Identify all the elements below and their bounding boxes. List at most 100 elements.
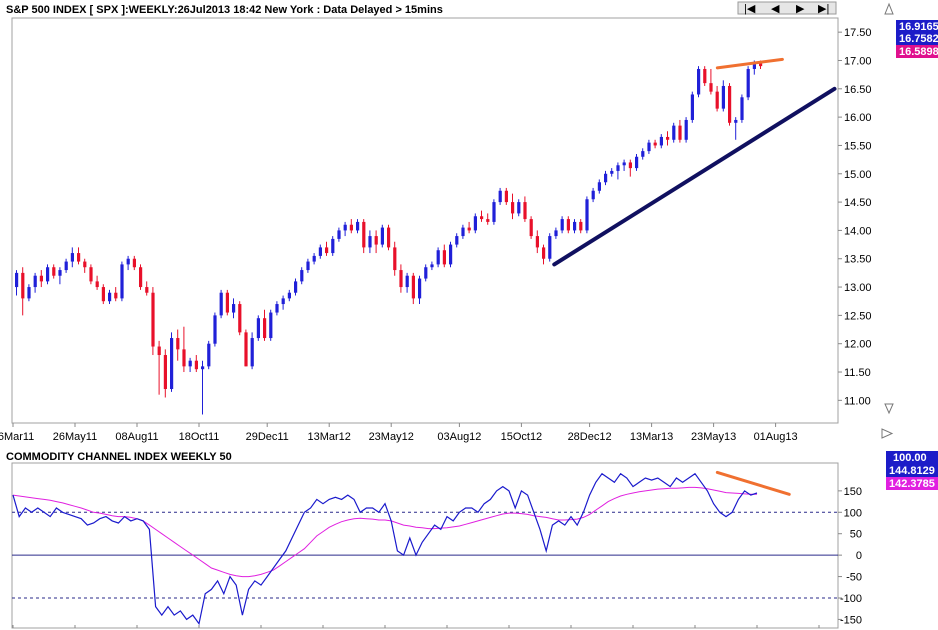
candle (535, 230, 539, 254)
candle (566, 216, 570, 234)
candle (349, 219, 353, 234)
date-tick-label: 01Aug13 (754, 431, 798, 443)
candle (219, 289, 223, 319)
price-tick-label: 13.50 (844, 254, 872, 266)
price-tick-label: 13.00 (844, 282, 872, 294)
first-page-button[interactable]: |◀ (744, 3, 756, 15)
candle (139, 264, 143, 290)
candle (591, 187, 595, 203)
candle (517, 199, 521, 217)
candle (337, 227, 341, 242)
candle (77, 247, 81, 265)
price-tick-label: 14.00 (844, 225, 872, 237)
candle (33, 272, 37, 293)
candle (424, 264, 428, 282)
candle (690, 91, 694, 123)
price-tick-label: 12.00 (844, 339, 872, 351)
cci-title: COMMODITY CHANNEL INDEX WEEKLY 50 (6, 451, 232, 463)
price-x-axis: 16Mar11 26May11 08Aug11 18Oct11 29Dec11 13Mar… (0, 423, 798, 443)
date-tick-label: 16Mar11 (0, 431, 34, 443)
candle (374, 230, 378, 254)
candle (232, 298, 236, 319)
candle (467, 221, 471, 234)
candle (734, 117, 738, 140)
candle (653, 139, 657, 149)
price-tick-label: 16.00 (844, 112, 872, 124)
price-tick-label: 14.50 (844, 197, 872, 209)
candle (461, 224, 465, 239)
price-badges: 16.9165 16.7582 16.5898 (896, 20, 938, 58)
candle (244, 329, 248, 367)
date-tick-label: 28Dec12 (568, 431, 612, 443)
candle (52, 264, 56, 279)
date-tick-label: 23May12 (369, 431, 414, 443)
candle (188, 357, 192, 373)
candle (312, 253, 316, 265)
prev-page-button[interactable]: ◀ (771, 3, 780, 15)
last-page-button[interactable]: ▶| (818, 3, 829, 15)
candle (529, 216, 533, 239)
candle (393, 241, 397, 276)
cci-badge-level: 100.00 (893, 452, 927, 464)
price-tick-label: 11.50 (844, 367, 871, 379)
candle (455, 233, 459, 248)
cci-badge-value: 144.8129 (889, 465, 935, 477)
candle (263, 309, 267, 341)
candle (604, 170, 608, 186)
cci-tick-label: 100 (844, 507, 862, 519)
candle (108, 289, 112, 305)
resistance-trendline (715, 57, 784, 70)
candle (380, 224, 384, 248)
next-page-button[interactable]: ▶ (796, 3, 805, 15)
candle (473, 213, 477, 234)
candle (15, 270, 19, 296)
scroll-down-icon[interactable] (884, 403, 894, 415)
candle (405, 272, 409, 293)
candle (430, 261, 434, 271)
candle (548, 233, 552, 262)
scroll-right-icon[interactable] (881, 428, 894, 439)
candle (21, 267, 25, 316)
candle (697, 66, 701, 98)
candle (560, 216, 564, 234)
price-tick-label: 17.50 (844, 27, 872, 39)
candle (39, 270, 43, 288)
candle (157, 340, 161, 395)
date-tick-label: 13Mar13 (630, 431, 673, 443)
candle (728, 83, 732, 126)
candle (678, 119, 682, 143)
candle (418, 275, 422, 305)
candle (436, 247, 440, 268)
date-tick-label: 23May13 (691, 431, 736, 443)
price-tick-label: 12.50 (844, 310, 872, 322)
support-trendline (552, 86, 837, 267)
candle (27, 284, 31, 302)
candle (709, 68, 713, 95)
date-tick-label: 08Aug11 (115, 431, 158, 443)
scroll-up-icon[interactable] (884, 2, 894, 15)
candle (281, 295, 285, 310)
candle (597, 179, 601, 194)
price-tick-label: 16.50 (844, 84, 872, 96)
candle (387, 224, 391, 251)
candle (269, 309, 273, 341)
cci-tick-label: -150 (840, 614, 862, 626)
price-badge-close: 16.7582 (899, 33, 938, 45)
candle (182, 326, 186, 373)
date-tick-label: 26May11 (53, 431, 97, 443)
cci-tick-label: 50 (850, 529, 862, 541)
candle (554, 227, 558, 239)
candle (132, 255, 136, 271)
cci-tick-label: -100 (840, 593, 862, 605)
candle (225, 289, 229, 316)
cci-tick-label: 0 (856, 550, 862, 562)
candle (126, 255, 130, 271)
candle (95, 275, 99, 290)
price-tick-label: 15.00 (844, 169, 872, 181)
candle (46, 264, 50, 285)
candle (585, 196, 589, 234)
chart-title: S&P 500 INDEX [ SPX ]:WEEKLY:26Jul2013 1… (6, 4, 443, 16)
candle (163, 349, 167, 398)
candle (120, 261, 124, 302)
